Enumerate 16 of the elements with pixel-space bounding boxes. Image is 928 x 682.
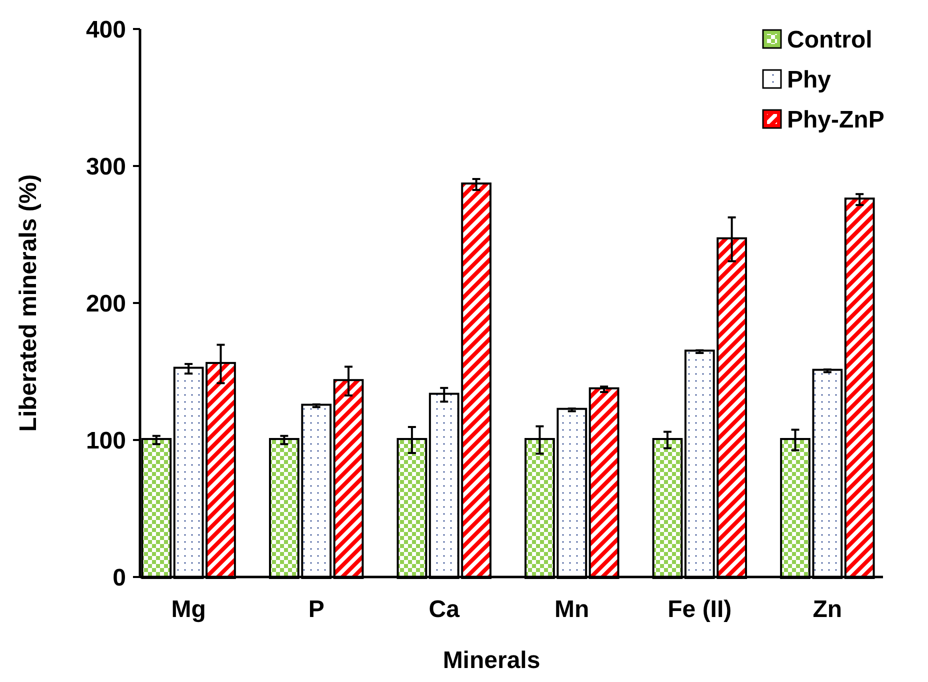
y-tick-label: 0 <box>112 564 126 592</box>
y-tick-label: 400 <box>86 16 126 44</box>
x-tick-label: Zn <box>812 596 842 623</box>
legend-label: Phy-ZnP <box>787 106 884 134</box>
x-tick-label: Ca <box>428 596 460 623</box>
legend-label: Phy <box>787 66 832 94</box>
y-tick-label: 200 <box>86 290 126 318</box>
y-tick-label: 100 <box>86 427 126 454</box>
x-tick-label: P <box>308 596 324 623</box>
x-tick-label: Fe (II) <box>668 596 732 623</box>
y-axis-title: Liberated minerals (%) <box>15 174 42 432</box>
x-tick-label: Mg <box>171 596 206 623</box>
x-axis-title: Minerals <box>442 647 540 674</box>
y-tick-label: 300 <box>86 153 126 180</box>
legend-label: Control <box>787 26 872 54</box>
x-tick-label: Mn <box>554 596 590 623</box>
